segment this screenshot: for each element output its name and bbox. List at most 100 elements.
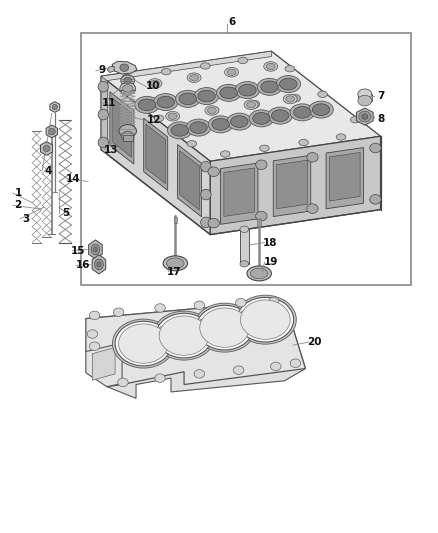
- Ellipse shape: [113, 319, 174, 368]
- Polygon shape: [110, 92, 134, 164]
- Bar: [358, 94, 372, 101]
- Ellipse shape: [307, 204, 318, 213]
- Ellipse shape: [120, 64, 129, 71]
- Ellipse shape: [271, 362, 281, 370]
- Polygon shape: [101, 51, 381, 161]
- Polygon shape: [146, 124, 166, 183]
- Ellipse shape: [201, 161, 211, 172]
- Polygon shape: [107, 67, 114, 72]
- Ellipse shape: [97, 262, 101, 267]
- Ellipse shape: [87, 330, 98, 338]
- Bar: [258, 219, 261, 225]
- Text: 9: 9: [99, 65, 106, 75]
- Ellipse shape: [208, 116, 233, 133]
- Ellipse shape: [157, 96, 174, 108]
- Ellipse shape: [194, 301, 205, 310]
- Ellipse shape: [119, 125, 137, 138]
- Ellipse shape: [272, 110, 289, 122]
- Ellipse shape: [268, 297, 279, 306]
- Ellipse shape: [276, 76, 300, 93]
- Ellipse shape: [155, 374, 165, 382]
- Ellipse shape: [115, 321, 172, 366]
- Ellipse shape: [235, 82, 260, 99]
- Text: 19: 19: [263, 257, 278, 267]
- Ellipse shape: [227, 69, 236, 75]
- Ellipse shape: [163, 256, 187, 271]
- Ellipse shape: [290, 359, 300, 368]
- Text: 11: 11: [102, 98, 116, 108]
- Ellipse shape: [264, 62, 278, 71]
- Text: 17: 17: [167, 267, 182, 277]
- Polygon shape: [180, 151, 199, 210]
- Polygon shape: [92, 255, 106, 274]
- Text: 20: 20: [307, 337, 321, 347]
- Ellipse shape: [123, 85, 133, 92]
- Ellipse shape: [89, 342, 100, 351]
- Ellipse shape: [279, 78, 297, 90]
- Text: 16: 16: [75, 261, 90, 270]
- Ellipse shape: [122, 74, 132, 80]
- Ellipse shape: [370, 143, 381, 153]
- Ellipse shape: [318, 91, 327, 98]
- Text: 8: 8: [377, 114, 384, 124]
- Ellipse shape: [161, 69, 171, 75]
- Ellipse shape: [151, 80, 159, 87]
- Text: 3: 3: [22, 214, 30, 224]
- Ellipse shape: [48, 128, 55, 135]
- Ellipse shape: [286, 96, 295, 102]
- Ellipse shape: [176, 90, 200, 107]
- Text: 15: 15: [71, 246, 86, 255]
- Ellipse shape: [208, 167, 219, 176]
- Ellipse shape: [153, 94, 178, 110]
- Bar: [81, 33, 411, 285]
- Ellipse shape: [208, 107, 216, 114]
- Ellipse shape: [194, 87, 219, 104]
- Polygon shape: [101, 51, 272, 82]
- Ellipse shape: [98, 82, 109, 92]
- Ellipse shape: [201, 63, 210, 69]
- Ellipse shape: [113, 308, 124, 317]
- Text: 14: 14: [65, 174, 80, 184]
- Ellipse shape: [91, 244, 100, 255]
- Ellipse shape: [179, 93, 197, 104]
- Polygon shape: [177, 144, 201, 217]
- Ellipse shape: [208, 219, 219, 228]
- Ellipse shape: [122, 90, 131, 96]
- Ellipse shape: [212, 118, 230, 130]
- Ellipse shape: [236, 298, 246, 307]
- Polygon shape: [101, 76, 210, 235]
- Text: 5: 5: [62, 208, 69, 219]
- Ellipse shape: [260, 145, 269, 151]
- Ellipse shape: [370, 195, 381, 204]
- Ellipse shape: [227, 113, 251, 130]
- Ellipse shape: [153, 311, 215, 360]
- Polygon shape: [326, 148, 364, 209]
- Ellipse shape: [266, 63, 275, 70]
- Ellipse shape: [309, 101, 333, 118]
- Ellipse shape: [124, 77, 132, 84]
- Text: 12: 12: [147, 115, 162, 125]
- Text: 7: 7: [377, 91, 384, 101]
- Ellipse shape: [118, 378, 128, 386]
- Ellipse shape: [201, 189, 211, 200]
- Text: 4: 4: [44, 166, 52, 176]
- Ellipse shape: [234, 295, 296, 344]
- Ellipse shape: [93, 247, 98, 252]
- Ellipse shape: [122, 132, 134, 141]
- Ellipse shape: [312, 104, 330, 116]
- Ellipse shape: [205, 106, 219, 115]
- Ellipse shape: [249, 110, 274, 127]
- Ellipse shape: [168, 113, 177, 119]
- Ellipse shape: [158, 326, 169, 335]
- Text: 2: 2: [14, 200, 22, 211]
- Ellipse shape: [256, 211, 267, 221]
- Ellipse shape: [230, 116, 248, 127]
- Ellipse shape: [120, 83, 136, 94]
- Ellipse shape: [166, 258, 184, 269]
- Ellipse shape: [220, 87, 237, 99]
- Bar: [240, 229, 249, 264]
- Polygon shape: [144, 118, 168, 190]
- Ellipse shape: [237, 297, 293, 342]
- Ellipse shape: [261, 81, 278, 93]
- Text: 10: 10: [145, 81, 160, 91]
